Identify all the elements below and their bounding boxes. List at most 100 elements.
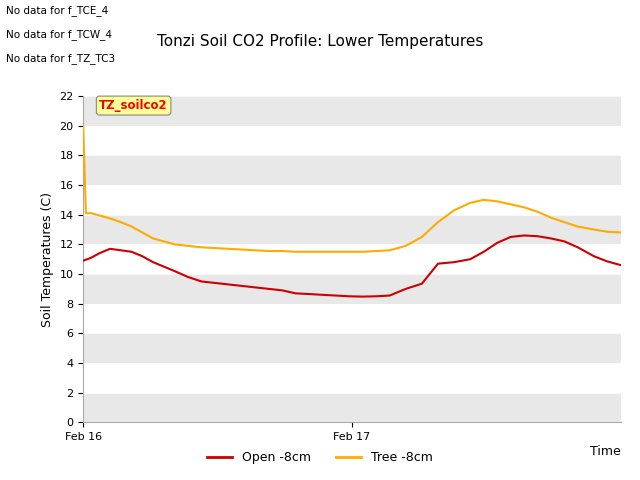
Line: Tree -8cm: Tree -8cm bbox=[83, 126, 621, 252]
Open -8cm bbox=[106, 246, 114, 252]
Tree -8cm bbox=[434, 219, 442, 225]
Tree -8cm bbox=[520, 204, 528, 210]
Y-axis label: Soil Temperatures (C): Soil Temperatures (C) bbox=[41, 192, 54, 327]
Open -8cm bbox=[184, 274, 192, 280]
Open -8cm bbox=[95, 251, 103, 256]
Open -8cm bbox=[265, 286, 273, 292]
Bar bbox=[83, 363, 621, 393]
Tree -8cm bbox=[386, 247, 394, 253]
Tree -8cm bbox=[138, 229, 146, 235]
Tree -8cm bbox=[617, 229, 625, 235]
Tree -8cm bbox=[604, 229, 611, 235]
Open -8cm bbox=[507, 234, 515, 240]
Open -8cm bbox=[319, 292, 326, 298]
Bar bbox=[83, 96, 621, 126]
Tree -8cm bbox=[507, 202, 515, 207]
Open -8cm bbox=[590, 253, 598, 259]
Tree -8cm bbox=[265, 248, 273, 254]
Tree -8cm bbox=[451, 207, 458, 213]
Open -8cm bbox=[520, 233, 528, 239]
Tree -8cm bbox=[372, 248, 380, 254]
Open -8cm bbox=[198, 278, 205, 284]
Tree -8cm bbox=[332, 249, 340, 255]
Text: Time: Time bbox=[590, 445, 621, 458]
Tree -8cm bbox=[117, 219, 125, 225]
Open -8cm bbox=[493, 240, 501, 246]
Tree -8cm bbox=[493, 198, 501, 204]
Open -8cm bbox=[604, 259, 611, 264]
Tree -8cm bbox=[225, 246, 232, 252]
Open -8cm bbox=[332, 293, 340, 299]
Open -8cm bbox=[534, 233, 541, 239]
Tree -8cm bbox=[211, 245, 219, 251]
Open -8cm bbox=[434, 261, 442, 266]
Tree -8cm bbox=[574, 224, 582, 229]
Open -8cm bbox=[149, 259, 157, 265]
Bar bbox=[83, 334, 621, 363]
Bar bbox=[83, 304, 621, 334]
Tree -8cm bbox=[95, 213, 103, 218]
Bar bbox=[83, 215, 621, 244]
Tree -8cm bbox=[402, 243, 410, 249]
Legend: Open -8cm, Tree -8cm: Open -8cm, Tree -8cm bbox=[202, 446, 438, 469]
Open -8cm bbox=[117, 247, 125, 253]
Tree -8cm bbox=[198, 244, 205, 250]
Tree -8cm bbox=[106, 216, 114, 221]
Open -8cm bbox=[561, 239, 568, 244]
Tree -8cm bbox=[346, 249, 353, 255]
Tree -8cm bbox=[418, 234, 426, 240]
Open -8cm bbox=[128, 249, 136, 255]
Open -8cm bbox=[305, 291, 313, 297]
Bar bbox=[83, 156, 621, 185]
Open -8cm bbox=[171, 268, 179, 274]
Open -8cm bbox=[574, 244, 582, 250]
Open -8cm bbox=[480, 249, 488, 255]
Text: No data for f_TZ_TC3: No data for f_TZ_TC3 bbox=[6, 53, 116, 64]
Tree -8cm bbox=[590, 227, 598, 232]
Tree -8cm bbox=[128, 224, 136, 229]
Open -8cm bbox=[292, 290, 300, 296]
Tree -8cm bbox=[547, 215, 555, 220]
Bar bbox=[83, 185, 621, 215]
Open -8cm bbox=[160, 264, 168, 269]
Tree -8cm bbox=[319, 249, 326, 255]
Open -8cm bbox=[359, 294, 367, 300]
Tree -8cm bbox=[278, 248, 286, 254]
Tree -8cm bbox=[160, 239, 168, 244]
Text: TZ_soilco2: TZ_soilco2 bbox=[99, 99, 168, 112]
Line: Open -8cm: Open -8cm bbox=[83, 236, 621, 297]
Tree -8cm bbox=[480, 197, 488, 203]
Text: Tonzi Soil CO2 Profile: Lower Temperatures: Tonzi Soil CO2 Profile: Lower Temperatur… bbox=[157, 34, 483, 48]
Tree -8cm bbox=[252, 247, 259, 253]
Open -8cm bbox=[617, 262, 625, 268]
Open -8cm bbox=[386, 293, 394, 299]
Open -8cm bbox=[225, 282, 232, 288]
Tree -8cm bbox=[467, 200, 474, 206]
Tree -8cm bbox=[561, 219, 568, 225]
Open -8cm bbox=[278, 288, 286, 293]
Open -8cm bbox=[451, 259, 458, 265]
Tree -8cm bbox=[79, 123, 87, 129]
Open -8cm bbox=[467, 256, 474, 262]
Tree -8cm bbox=[88, 210, 95, 216]
Open -8cm bbox=[547, 236, 555, 241]
Tree -8cm bbox=[305, 249, 313, 255]
Open -8cm bbox=[138, 253, 146, 259]
Open -8cm bbox=[418, 281, 426, 287]
Tree -8cm bbox=[534, 209, 541, 215]
Text: No data for f_TCW_4: No data for f_TCW_4 bbox=[6, 29, 113, 40]
Tree -8cm bbox=[149, 236, 157, 241]
Tree -8cm bbox=[292, 249, 300, 255]
Tree -8cm bbox=[238, 247, 246, 252]
Bar bbox=[83, 126, 621, 156]
Open -8cm bbox=[211, 280, 219, 286]
Bar bbox=[83, 393, 621, 422]
Bar bbox=[83, 244, 621, 274]
Open -8cm bbox=[372, 293, 380, 299]
Open -8cm bbox=[88, 255, 95, 261]
Tree -8cm bbox=[184, 243, 192, 249]
Open -8cm bbox=[79, 258, 87, 264]
Open -8cm bbox=[252, 285, 259, 290]
Tree -8cm bbox=[359, 249, 367, 255]
Open -8cm bbox=[238, 283, 246, 289]
